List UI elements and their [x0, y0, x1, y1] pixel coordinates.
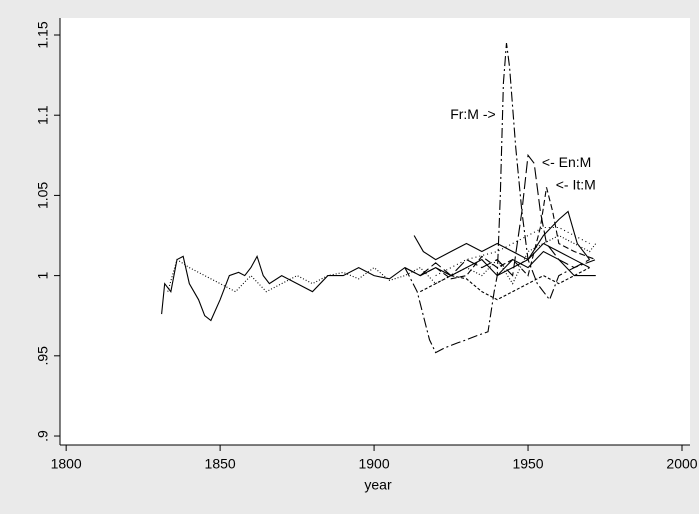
x-tick-label: 2000 — [666, 456, 697, 472]
y-tick-label: 1.05 — [35, 182, 51, 209]
y-tick-label: 1.1 — [35, 105, 51, 125]
plot-area — [60, 18, 690, 445]
annotation: <- En:M — [542, 154, 591, 170]
x-axis-label: year — [364, 477, 392, 493]
series-line — [404, 153, 590, 277]
y-tick-label: .95 — [35, 346, 51, 366]
y-tick-label: 1 — [35, 272, 51, 280]
x-tick-label: 1900 — [358, 456, 389, 472]
series-line — [161, 242, 590, 322]
annotation: <- It:M — [556, 176, 596, 192]
x-tick-label: 1850 — [205, 456, 236, 472]
series-line — [496, 250, 596, 277]
y-tick-label: 1.15 — [35, 21, 51, 48]
series-line — [413, 210, 591, 261]
x-tick-label: 1950 — [512, 456, 543, 472]
series-line — [404, 42, 596, 354]
x-tick-label: 1800 — [51, 456, 82, 472]
series-line — [420, 187, 596, 280]
y-tick-label: .9 — [35, 430, 51, 442]
annotation: Fr:M -> — [450, 106, 496, 122]
series-line — [420, 267, 590, 301]
